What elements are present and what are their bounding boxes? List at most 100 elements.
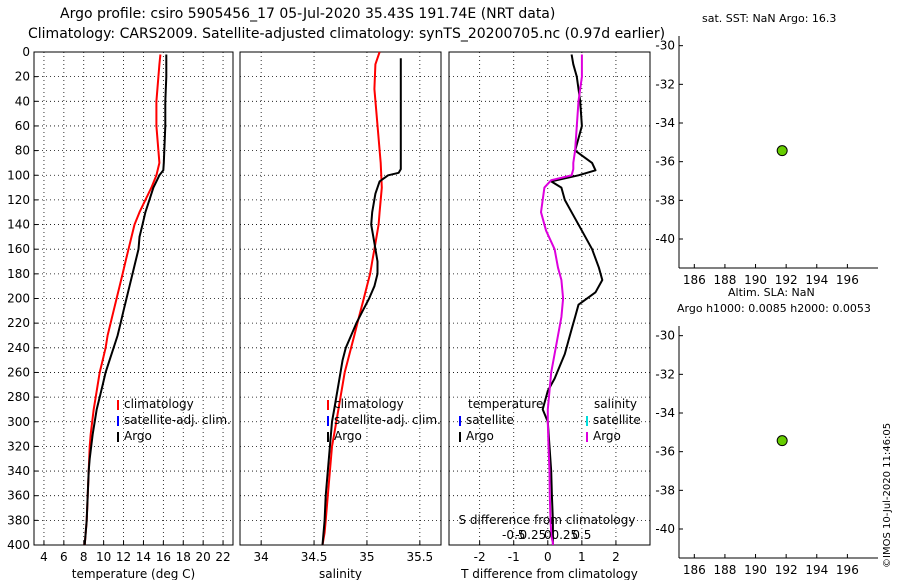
legend-label: satellite: [593, 413, 641, 427]
series-line-climatology: [321, 51, 383, 546]
series-line-argo-t-difference: [541, 54, 604, 545]
series-line-argo: [321, 58, 402, 546]
x-tick-label: 16: [156, 550, 171, 564]
title-line-1: Argo profile: csiro 5905456_17 05-Jul-20…: [60, 6, 556, 22]
map-x-tick-label: 194: [805, 563, 828, 577]
x-tick-label: 22: [215, 550, 230, 564]
map-x-tick-label: 196: [836, 563, 859, 577]
legend-label: satellite: [466, 413, 514, 427]
y-tick-label: 220: [7, 316, 30, 330]
x-tick-label: -2: [474, 550, 486, 564]
y-tick-label: 240: [7, 341, 30, 355]
x-tick-label: 34.5: [301, 550, 328, 564]
map-x-tick-label: 194: [805, 273, 828, 287]
y-tick-label: 400: [7, 538, 30, 552]
y-tick-label: 60: [15, 119, 30, 133]
argo-float-position-marker: [776, 435, 788, 447]
x-tick-label: 12: [116, 550, 131, 564]
y-tick-label: 280: [7, 390, 30, 404]
x-tick-label: 2: [612, 550, 620, 564]
map-x-tick-label: 190: [744, 563, 767, 577]
legend-label: satellite-adj. clim.: [334, 413, 441, 427]
map-y-tick-label: -40: [655, 522, 675, 536]
y-tick-label: 380: [7, 513, 30, 527]
map-y-tick-label: -32: [655, 367, 675, 381]
top-x-tick-label: -0.5: [502, 528, 525, 542]
y-tick-label: 260: [7, 365, 30, 379]
y-tick-label: 340: [7, 464, 30, 478]
map-x-tick-label: 186: [683, 563, 706, 577]
legend-label: Argo: [124, 429, 152, 443]
sla-label: Altim. SLA: NaN: [728, 286, 815, 299]
map-y-tick-label: -32: [655, 77, 675, 91]
top-x-tick-label: 0.5: [572, 528, 591, 542]
argo-float-position-marker: [776, 145, 788, 157]
map-y-tick-label: -34: [655, 406, 675, 420]
x-axis-label: T difference from climatology: [460, 567, 638, 580]
x-tick-label: 10: [96, 550, 111, 564]
y-tick-label: 40: [15, 94, 30, 108]
legend-label: Argo: [466, 429, 494, 443]
x-tick-label: 35: [359, 550, 374, 564]
y-tick-label: 120: [7, 193, 30, 207]
y-tick-label: 100: [7, 168, 30, 182]
top-x-tick-label: -0.25: [515, 528, 546, 542]
x-tick-label: 8: [80, 550, 88, 564]
height-label: Argo h1000: 0.0085 h2000: 0.0053: [677, 302, 871, 315]
top-x-tick-label: 0: [544, 528, 552, 542]
map-x-tick-label: 192: [775, 563, 798, 577]
map-y-tick-label: -30: [655, 39, 675, 53]
panel-frame: [239, 51, 442, 546]
legend-heading: temperature: [468, 397, 543, 411]
y-tick-label: 140: [7, 218, 30, 232]
title-line-2: Climatology: CARS2009. Satellite-adjuste…: [28, 26, 666, 42]
map-y-tick-label: -36: [655, 445, 675, 459]
y-tick-label: 160: [7, 242, 30, 256]
x-tick-label: -1: [508, 550, 520, 564]
map-y-tick-label: -40: [655, 232, 675, 246]
sst-label: sat. SST: NaN Argo: 16.3: [702, 12, 837, 25]
y-tick-label: 0: [22, 45, 30, 59]
map-y-tick-label: -36: [655, 155, 675, 169]
x-tick-label: 0: [544, 550, 552, 564]
panel-frame: [448, 51, 651, 546]
x-tick-label: 18: [176, 550, 191, 564]
map-x-tick-label: 188: [713, 273, 736, 287]
legend-label: climatology: [124, 397, 194, 411]
series-line-climatology: [83, 54, 162, 546]
map-x-tick-label: 190: [744, 273, 767, 287]
y-tick-label: 80: [15, 144, 30, 158]
x-tick-label: 14: [136, 550, 151, 564]
y-tick-label: 360: [7, 489, 30, 503]
map-y-tick-label: -30: [655, 329, 675, 343]
series-line-s-difference: [540, 54, 583, 545]
y-tick-label: 300: [7, 415, 30, 429]
x-tick-label: 6: [60, 550, 68, 564]
y-tick-label: 200: [7, 292, 30, 306]
x-tick-label: 20: [196, 550, 211, 564]
map-x-tick-label: 186: [683, 273, 706, 287]
map-x-tick-label: 196: [836, 273, 859, 287]
x-tick-label: 1: [578, 550, 586, 564]
map-y-tick-label: -38: [655, 483, 675, 497]
panel-frame: [33, 51, 234, 546]
map-x-tick-label: 192: [775, 273, 798, 287]
legend-label: satellite-adj. clim.: [124, 413, 231, 427]
legend-label: Argo: [593, 429, 621, 443]
legend-label: climatology: [334, 397, 404, 411]
x-axis-label: salinity: [319, 567, 362, 580]
top-x-tick-label: 0.25: [551, 528, 578, 542]
series-line-argo: [83, 54, 168, 546]
legend-label: Argo: [334, 429, 362, 443]
map-y-tick-label: -34: [655, 116, 675, 130]
map-y-tick-label: -38: [655, 193, 675, 207]
y-tick-label: 180: [7, 267, 30, 281]
x-tick-label: 35.5: [406, 550, 433, 564]
y-tick-label: 320: [7, 439, 30, 453]
x-axis-label: temperature (deg C): [72, 567, 195, 580]
x-tick-label: 4: [40, 550, 48, 564]
top-axis-label: S difference from climatology: [459, 513, 636, 527]
map-x-tick-label: 188: [713, 563, 736, 577]
x-tick-label: 34: [254, 550, 269, 564]
